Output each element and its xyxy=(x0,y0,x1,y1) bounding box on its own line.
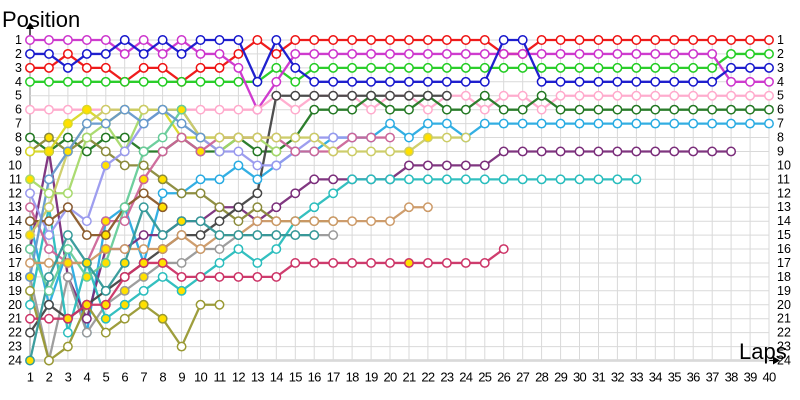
svg-text:40: 40 xyxy=(762,370,776,385)
svg-text:14: 14 xyxy=(8,214,22,228)
svg-text:13: 13 xyxy=(777,200,791,214)
svg-text:17: 17 xyxy=(8,256,22,270)
svg-text:3: 3 xyxy=(65,370,72,385)
svg-text:37: 37 xyxy=(706,370,720,385)
svg-text:21: 21 xyxy=(402,370,416,385)
svg-text:12: 12 xyxy=(232,370,246,385)
svg-text:6: 6 xyxy=(15,103,22,117)
svg-text:9: 9 xyxy=(777,145,784,159)
svg-text:6: 6 xyxy=(121,370,128,385)
svg-text:28: 28 xyxy=(535,370,549,385)
svg-text:14: 14 xyxy=(777,214,791,228)
svg-text:35: 35 xyxy=(668,370,682,385)
svg-text:24: 24 xyxy=(8,354,22,368)
svg-text:15: 15 xyxy=(8,228,22,242)
svg-text:1: 1 xyxy=(777,33,784,47)
svg-text:31: 31 xyxy=(592,370,606,385)
svg-text:22: 22 xyxy=(777,326,791,340)
svg-text:11: 11 xyxy=(213,370,226,385)
svg-text:7: 7 xyxy=(15,117,22,131)
svg-text:20: 20 xyxy=(383,370,397,385)
svg-text:12: 12 xyxy=(777,186,791,200)
svg-text:24: 24 xyxy=(459,370,473,385)
svg-text:16: 16 xyxy=(308,370,322,385)
svg-text:20: 20 xyxy=(8,298,22,312)
svg-text:39: 39 xyxy=(744,370,758,385)
svg-text:3: 3 xyxy=(15,61,22,75)
svg-text:16: 16 xyxy=(777,242,791,256)
svg-text:3: 3 xyxy=(777,61,784,75)
svg-text:17: 17 xyxy=(327,370,341,385)
svg-text:10: 10 xyxy=(777,158,791,172)
svg-text:1: 1 xyxy=(15,33,22,47)
svg-text:7: 7 xyxy=(777,117,784,131)
svg-text:19: 19 xyxy=(365,370,379,385)
svg-text:18: 18 xyxy=(777,270,791,284)
svg-text:20: 20 xyxy=(777,298,791,312)
svg-text:14: 14 xyxy=(270,370,284,385)
svg-text:4: 4 xyxy=(777,75,784,89)
svg-text:9: 9 xyxy=(178,370,185,385)
svg-text:16: 16 xyxy=(8,242,22,256)
svg-text:2: 2 xyxy=(777,47,784,61)
svg-text:15: 15 xyxy=(777,228,791,242)
svg-text:4: 4 xyxy=(84,370,91,385)
svg-text:2: 2 xyxy=(46,370,53,385)
svg-text:12: 12 xyxy=(8,186,22,200)
svg-text:7: 7 xyxy=(140,370,147,385)
svg-text:10: 10 xyxy=(194,370,208,385)
svg-text:6: 6 xyxy=(777,103,784,117)
svg-text:2: 2 xyxy=(15,47,22,61)
svg-text:29: 29 xyxy=(554,370,568,385)
svg-text:23: 23 xyxy=(440,370,454,385)
svg-text:33: 33 xyxy=(630,370,644,385)
svg-text:25: 25 xyxy=(478,370,492,385)
svg-text:11: 11 xyxy=(777,172,790,186)
svg-text:34: 34 xyxy=(649,370,663,385)
svg-text:15: 15 xyxy=(289,370,303,385)
svg-text:27: 27 xyxy=(516,370,530,385)
svg-text:13: 13 xyxy=(8,200,22,214)
svg-text:18: 18 xyxy=(8,270,22,284)
svg-text:1: 1 xyxy=(27,370,34,385)
svg-text:18: 18 xyxy=(346,370,360,385)
svg-text:30: 30 xyxy=(573,370,587,385)
svg-text:38: 38 xyxy=(725,370,739,385)
svg-text:22: 22 xyxy=(8,326,22,340)
svg-text:4: 4 xyxy=(15,75,22,89)
svg-text:9: 9 xyxy=(15,145,22,159)
svg-text:5: 5 xyxy=(777,89,784,103)
svg-text:11: 11 xyxy=(9,172,22,186)
svg-text:8: 8 xyxy=(15,131,22,145)
svg-text:23: 23 xyxy=(8,340,22,354)
svg-text:5: 5 xyxy=(15,89,22,103)
svg-text:13: 13 xyxy=(251,370,265,385)
svg-text:10: 10 xyxy=(8,158,22,172)
svg-text:21: 21 xyxy=(777,312,791,326)
svg-text:26: 26 xyxy=(497,370,511,385)
svg-text:32: 32 xyxy=(611,370,625,385)
svg-text:17: 17 xyxy=(777,256,791,270)
svg-text:5: 5 xyxy=(103,370,110,385)
svg-text:21: 21 xyxy=(8,312,22,326)
svg-text:22: 22 xyxy=(421,370,435,385)
svg-text:36: 36 xyxy=(687,370,701,385)
svg-text:8: 8 xyxy=(777,131,784,145)
svg-text:19: 19 xyxy=(777,284,791,298)
svg-text:19: 19 xyxy=(8,284,22,298)
svg-text:8: 8 xyxy=(159,370,166,385)
